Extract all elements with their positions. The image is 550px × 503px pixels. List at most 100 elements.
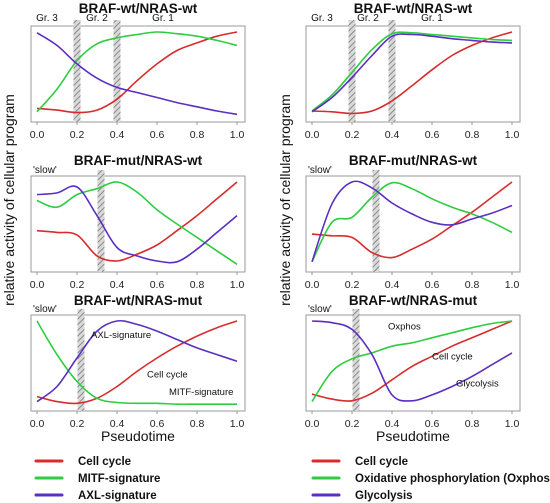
group-divider bbox=[73, 20, 81, 122]
legend-label: Cell cycle bbox=[78, 456, 131, 468]
x-tick-label: 1.0 bbox=[230, 279, 245, 291]
x-tick-label: 0.4 bbox=[110, 129, 125, 141]
x-tick-label: 0.2 bbox=[70, 129, 85, 141]
panel-6: BRAF-wt/NRAS-mut 'slow' 0.0 0.2 0.4 0.6 0.8 1.0… bbox=[305, 293, 521, 430]
x-tick-label: 0.4 bbox=[110, 279, 125, 291]
panel-5: BRAF-wt/NRAS-mut 'slow' 0.0 0.2 0.4 0.6 0.8 1.0… bbox=[30, 293, 246, 430]
x-tick-label: 0.6 bbox=[150, 418, 165, 430]
x-tick-label: 0.6 bbox=[150, 129, 165, 141]
group-label: Gr. 2 bbox=[86, 13, 108, 24]
series-annotation: AXL-signature bbox=[91, 330, 151, 341]
series-line bbox=[36, 181, 238, 265]
series-line bbox=[311, 31, 513, 112]
series-line bbox=[36, 181, 238, 262]
legend-label: Oxidative phosphorylation (Oxphos) bbox=[355, 473, 550, 485]
y-axis-label: relative activity of cellular program bbox=[1, 94, 17, 306]
x-axis-label: Pseudotime bbox=[101, 428, 175, 444]
x-tick-label: 0.6 bbox=[425, 129, 440, 141]
group-divider bbox=[348, 20, 356, 122]
x-tick-label: 1.0 bbox=[230, 418, 245, 430]
x-tick-label: 0.0 bbox=[305, 129, 320, 141]
panel-title: BRAF-wt/NRAS-mut bbox=[349, 293, 478, 308]
panels: BRAF-wt/NRAS-wt Gr. 3 Gr. 2 Gr. 1 0.0 0.2 0.4 0… bbox=[30, 1, 521, 430]
series-annotation: Cell cycle bbox=[432, 352, 473, 363]
x-tick-label: 0.2 bbox=[345, 129, 360, 141]
x-tick-label: 1.0 bbox=[505, 279, 520, 291]
x-tick-label: 0.4 bbox=[385, 129, 400, 141]
group-divider bbox=[352, 309, 360, 411]
panel-title: BRAF-mut/NRAS-wt bbox=[74, 153, 203, 168]
legend: Cell cycleMITF-signatureAXL-signatureCel… bbox=[34, 456, 550, 502]
legend-label: Glycolysis bbox=[355, 490, 413, 502]
x-tick-label: 0.4 bbox=[385, 418, 400, 430]
x-tick-label: 0.0 bbox=[30, 129, 45, 141]
group-label: Gr. 1 bbox=[152, 13, 174, 24]
series-line bbox=[36, 31, 238, 114]
group-label: Gr. 3 bbox=[36, 13, 58, 24]
series-line bbox=[311, 33, 513, 113]
panel-title: BRAF-wt/NRAS-wt bbox=[354, 1, 473, 16]
series-line bbox=[311, 320, 513, 402]
group-divider bbox=[113, 20, 121, 122]
panel-title: BRAF-wt/NRAS-mut bbox=[74, 293, 203, 308]
x-tick-label: 0.8 bbox=[465, 129, 480, 141]
series-annotation: MITF-signature bbox=[169, 387, 233, 398]
panel-3: BRAF-mut/NRAS-wt 'slow' 0.0 0.2 0.4 0.6 0.8 1.0 bbox=[30, 153, 246, 291]
group-label: Gr. 3 bbox=[311, 13, 333, 24]
series-line bbox=[36, 319, 238, 403]
group-label: Gr. 2 bbox=[357, 13, 379, 24]
x-tick-label: 0.0 bbox=[305, 279, 320, 291]
x-tick-label: 1.0 bbox=[230, 129, 245, 141]
series-line bbox=[311, 180, 513, 263]
x-tick-label: 1.0 bbox=[505, 129, 520, 141]
x-tick-label: 0.2 bbox=[345, 279, 360, 291]
panel-title: BRAF-wt/NRAS-wt bbox=[79, 1, 198, 16]
series-line bbox=[36, 320, 237, 406]
series-line bbox=[311, 181, 513, 263]
x-tick-label: 0.4 bbox=[110, 418, 125, 430]
legend-label: MITF-signature bbox=[78, 473, 160, 485]
series-line bbox=[36, 320, 238, 405]
x-tick-label: 0.0 bbox=[30, 279, 45, 291]
slow-label: 'slow' bbox=[33, 165, 57, 176]
plot-frame bbox=[30, 25, 246, 123]
x-tick-label: 0.2 bbox=[345, 418, 360, 430]
panel-4: BRAF-mut/NRAS-wt 'slow' 0.0 0.2 0.4 0.6 0.8 1.0 bbox=[305, 153, 521, 291]
series-annotation: Cell cycle bbox=[147, 369, 188, 380]
x-tick-label: 0.6 bbox=[425, 418, 440, 430]
x-tick-label: 0.8 bbox=[190, 129, 205, 141]
slow-label: 'slow' bbox=[308, 304, 332, 315]
series-annotation: Glycolysis bbox=[456, 379, 499, 390]
x-tick-label: 0.0 bbox=[30, 418, 45, 430]
plot-frame bbox=[30, 314, 246, 412]
legend-right: Cell cycle Oxidative phosphorylation (Oxp… bbox=[311, 456, 550, 502]
series-annotation: Oxphos bbox=[388, 321, 421, 332]
x-tick-label: 0.2 bbox=[70, 279, 85, 291]
x-tick-label: 0.6 bbox=[150, 279, 165, 291]
group-divider bbox=[388, 20, 396, 122]
series-line bbox=[311, 181, 513, 259]
series-line bbox=[36, 31, 238, 113]
x-tick-label: 0.6 bbox=[425, 279, 440, 291]
legend-label: Cell cycle bbox=[355, 456, 408, 468]
panel-1: BRAF-wt/NRAS-wt Gr. 3 Gr. 2 Gr. 1 0.0 0.2 0.4 0… bbox=[30, 1, 246, 141]
legend-left: Cell cycle MITF-signature AXL-signature bbox=[34, 456, 160, 502]
series-line bbox=[311, 320, 513, 403]
series-line bbox=[36, 32, 238, 116]
x-tick-label: 0.8 bbox=[190, 418, 205, 430]
y-axis-label-right: relative activity of cellular program bbox=[277, 94, 293, 306]
x-axis-label-right: Pseudotime bbox=[376, 428, 450, 444]
x-tick-label: 0.0 bbox=[305, 418, 320, 430]
x-tick-label: 1.0 bbox=[505, 418, 520, 430]
x-tick-label: 0.8 bbox=[190, 279, 205, 291]
plot-frame bbox=[305, 314, 521, 412]
x-tick-label: 0.4 bbox=[385, 279, 400, 291]
group-label: Gr. 1 bbox=[421, 13, 443, 24]
plot-frame bbox=[30, 175, 246, 273]
plot-frame bbox=[305, 175, 521, 273]
x-tick-label: 0.8 bbox=[465, 418, 480, 430]
panel-title: BRAF-mut/NRAS-wt bbox=[349, 153, 478, 168]
panel-2: BRAF-wt/NRAS-wt Gr. 3 Gr. 2 Gr. 1 0.0 0.2 0.4 0… bbox=[305, 1, 521, 141]
series-line bbox=[36, 185, 238, 264]
